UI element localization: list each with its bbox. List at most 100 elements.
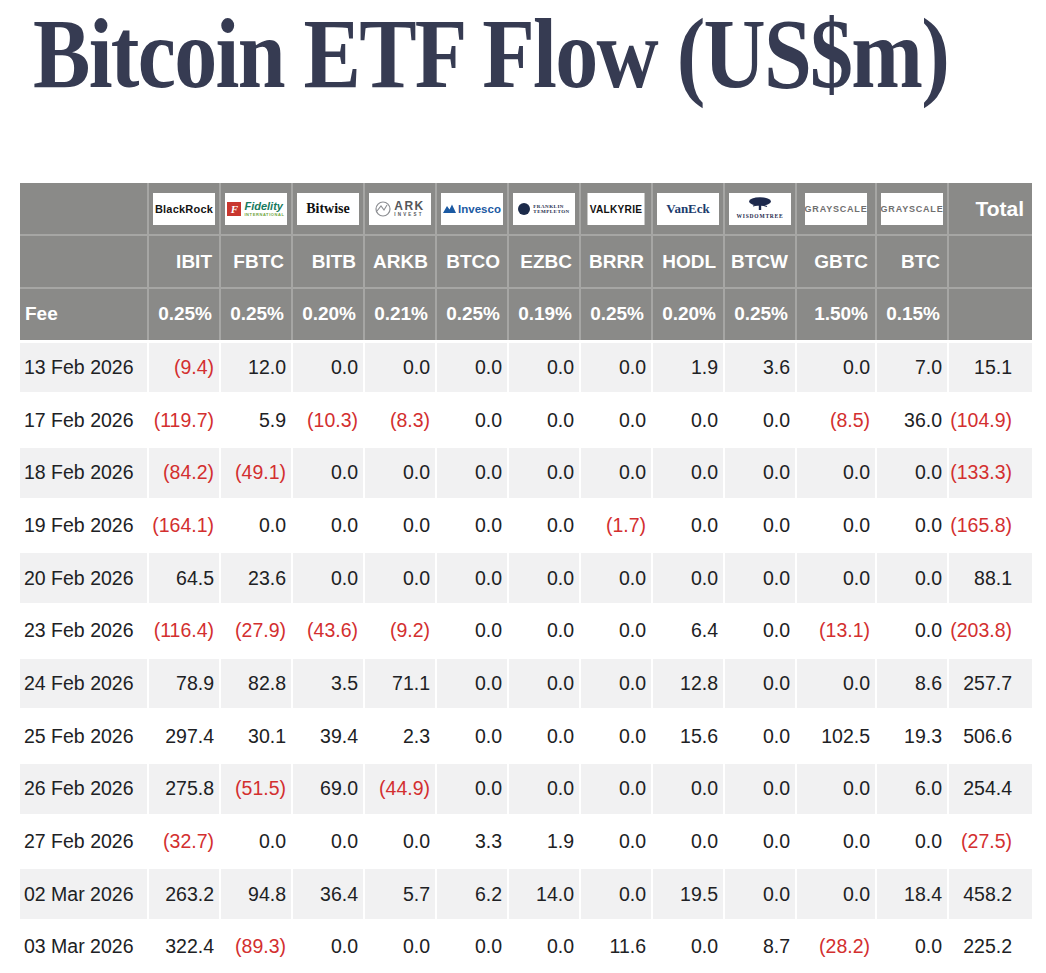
provider-logo-row: BlackRock F Fidelity INTERNATIONAL Bitwi…: [20, 183, 1032, 235]
total-cell: (203.8): [948, 604, 1032, 657]
value-cell: 0.0: [508, 446, 580, 499]
value-cell: 0.0: [436, 921, 508, 973]
value-cell: 30.1: [220, 710, 292, 763]
value-cell: (164.1): [148, 499, 220, 552]
value-cell: 0.0: [580, 657, 652, 710]
provider-logo-cell: F Fidelity INTERNATIONAL: [220, 183, 292, 235]
date-cell: 03 Mar 2026: [20, 921, 148, 973]
fidelity-logo-subtext: INTERNATIONAL: [244, 213, 284, 217]
value-cell: 1.9: [652, 341, 724, 394]
fee-row-label: Fee: [20, 288, 148, 341]
empty-cell: [948, 288, 1032, 341]
value-cell: 3.6: [724, 341, 796, 394]
value-cell: (27.9): [220, 604, 292, 657]
value-cell: 18.4: [876, 868, 948, 921]
value-cell: 0.0: [724, 499, 796, 552]
table-body: 13 Feb 2026(9.4)12.00.00.00.00.00.01.93.…: [20, 341, 1032, 973]
grayscale-logo-text: GRAYSCALE: [881, 204, 943, 214]
value-cell: 0.0: [796, 815, 876, 868]
value-cell: 15.6: [652, 710, 724, 763]
wisdomtree-tree-icon: [745, 197, 775, 210]
value-cell: 0.0: [436, 446, 508, 499]
value-cell: 0.0: [292, 921, 364, 973]
value-cell: (13.1): [796, 604, 876, 657]
value-cell: 0.0: [292, 815, 364, 868]
value-cell: 0.0: [364, 499, 436, 552]
value-cell: 5.9: [220, 394, 292, 447]
bitwise-logo-text: Bitwise: [306, 201, 350, 217]
total-cell: 506.6: [948, 710, 1032, 763]
value-cell: (44.9): [364, 763, 436, 816]
fee-cell: 0.25%: [220, 288, 292, 341]
value-cell: 0.0: [436, 499, 508, 552]
provider-logo-cell: WISDOMTREE: [724, 183, 796, 235]
value-cell: 0.0: [508, 921, 580, 973]
value-cell: 0.0: [876, 921, 948, 973]
table-row: 17 Feb 2026(119.7)5.9(10.3)(8.3)0.00.00.…: [20, 394, 1032, 447]
franklin-templeton-logo: FRANKLIN TEMPLETON: [513, 193, 575, 225]
grayscale-logo: GRAYSCALE: [881, 193, 943, 225]
total-cell: 458.2: [948, 868, 1032, 921]
value-cell: 0.0: [724, 868, 796, 921]
ticker-cell: HODL: [652, 235, 724, 288]
value-cell: 0.0: [508, 394, 580, 447]
empty-corner-cell: [20, 183, 148, 235]
table-row: 13 Feb 2026(9.4)12.00.00.00.00.00.01.93.…: [20, 341, 1032, 394]
value-cell: 0.0: [580, 710, 652, 763]
total-cell: 254.4: [948, 763, 1032, 816]
fee-cell: 0.20%: [652, 288, 724, 341]
date-cell: 20 Feb 2026: [20, 552, 148, 605]
value-cell: 6.4: [652, 604, 724, 657]
fee-row: Fee 0.25% 0.25% 0.20% 0.21% 0.25% 0.19% …: [20, 288, 1032, 341]
value-cell: 0.0: [876, 815, 948, 868]
value-cell: 0.0: [364, 552, 436, 605]
table-header: BlackRock F Fidelity INTERNATIONAL Bitwi…: [20, 183, 1032, 341]
fee-cell: 0.25%: [724, 288, 796, 341]
date-cell: 19 Feb 2026: [20, 499, 148, 552]
ticker-cell: ARKB: [364, 235, 436, 288]
value-cell: (8.5): [796, 394, 876, 447]
value-cell: 11.6: [580, 921, 652, 973]
fee-cell: 0.25%: [148, 288, 220, 341]
ticker-row: IBIT FBTC BITB ARKB BTCO EZBC BRRR HODL …: [20, 235, 1032, 288]
fidelity-f-icon: F: [227, 202, 241, 216]
value-cell: (1.7): [580, 499, 652, 552]
value-cell: (51.5): [220, 763, 292, 816]
total-cell: (104.9): [948, 394, 1032, 447]
page-title: Bitcoin ETF Flow (US$m): [33, 4, 904, 104]
value-cell: 0.0: [220, 499, 292, 552]
date-cell: 24 Feb 2026: [20, 657, 148, 710]
value-cell: 0.0: [580, 763, 652, 816]
provider-logo-cell: GRAYSCALE: [876, 183, 948, 235]
total-column-header: Total: [948, 183, 1032, 235]
value-cell: 0.0: [508, 710, 580, 763]
value-cell: 0.0: [724, 763, 796, 816]
value-cell: 39.4: [292, 710, 364, 763]
value-cell: 0.0: [436, 552, 508, 605]
invesco-mountain-icon: [443, 204, 456, 214]
bitwise-logo: Bitwise: [297, 193, 359, 225]
grayscale-logo: GRAYSCALE: [805, 193, 867, 225]
provider-logo-cell: BlackRock: [148, 183, 220, 235]
invesco-logo-text: Invesco: [458, 203, 501, 215]
date-cell: 17 Feb 2026: [20, 394, 148, 447]
value-cell: 0.0: [724, 657, 796, 710]
value-cell: 3.5: [292, 657, 364, 710]
value-cell: 7.0: [876, 341, 948, 394]
value-cell: 0.0: [652, 552, 724, 605]
table-row: 26 Feb 2026275.8(51.5)69.0(44.9)0.00.00.…: [20, 763, 1032, 816]
value-cell: 0.0: [364, 921, 436, 973]
value-cell: 14.0: [508, 868, 580, 921]
provider-logo-cell: GRAYSCALE: [796, 183, 876, 235]
value-cell: 0.0: [796, 446, 876, 499]
value-cell: 0.0: [876, 604, 948, 657]
value-cell: 0.0: [436, 763, 508, 816]
fidelity-logo-text: Fidelity: [244, 201, 283, 212]
vaneck-logo: VanEck: [657, 193, 719, 225]
total-cell: 15.1: [948, 341, 1032, 394]
total-cell: 88.1: [948, 552, 1032, 605]
total-cell: (133.3): [948, 446, 1032, 499]
value-cell: 0.0: [724, 552, 796, 605]
value-cell: 0.0: [508, 763, 580, 816]
value-cell: 0.0: [508, 657, 580, 710]
